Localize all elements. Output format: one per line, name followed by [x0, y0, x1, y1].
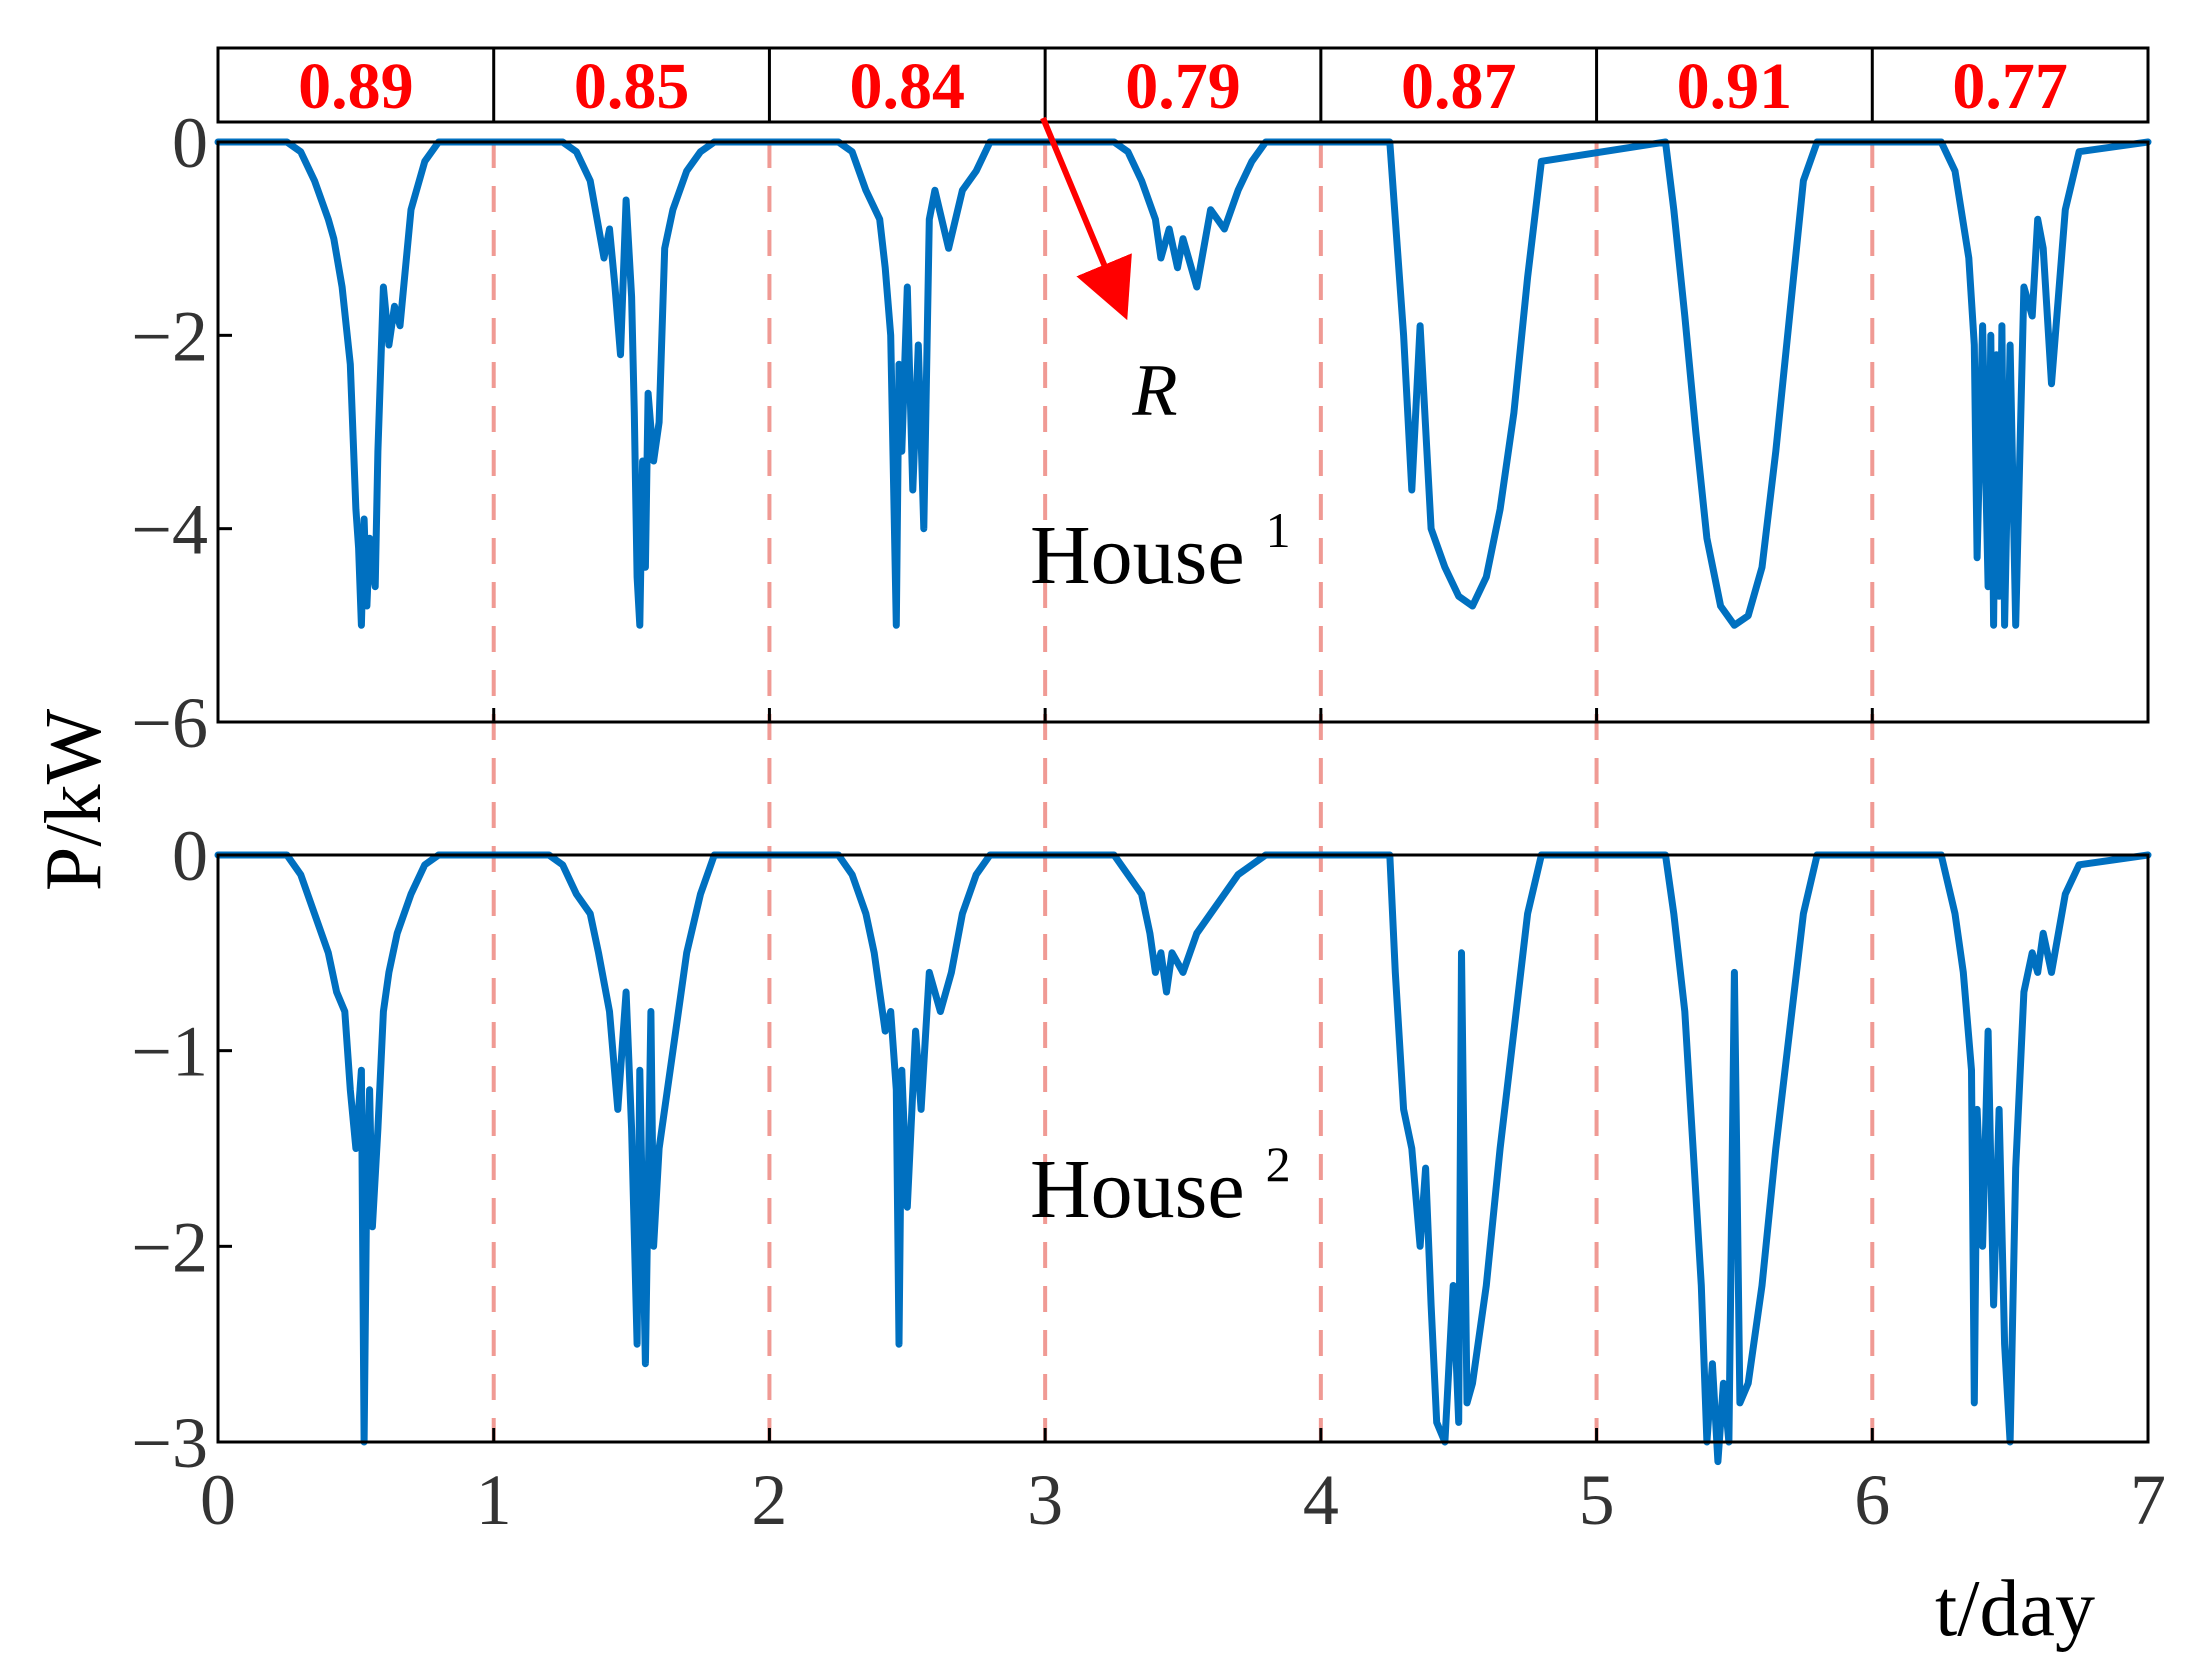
y-tick-label-panel-2: −2 [131, 1207, 208, 1287]
ratio-label-day-1: 0.89 [298, 50, 414, 123]
ratio-label-day-4: 0.79 [1125, 50, 1241, 123]
plot-frame-panel-2 [216, 853, 2150, 1444]
x-tick-label: 5 [1579, 1460, 1615, 1540]
panel-label-house-1-text: House [1030, 509, 1245, 602]
panel-label-house-2-sup: 2 [1266, 1136, 1291, 1192]
series-line-panel-2 [214, 851, 2152, 1466]
ratio-label-day-5: 0.87 [1401, 50, 1517, 123]
x-tick-label: 1 [476, 1460, 512, 1540]
y-tick-label-panel-1: −6 [131, 683, 208, 763]
annotation-R: R [1131, 350, 1177, 432]
day-divider-layer [491, 142, 1875, 1442]
ratio-bar: 0.89 0.85 0.84 0.79 0.87 0.91 0.77 [216, 46, 2150, 124]
panel-label-house-2: House 2 [1030, 1136, 1291, 1236]
x-tick-label: 7 [2130, 1460, 2166, 1540]
y-tick-label-panel-2: 0 [172, 816, 208, 896]
series-layer [214, 138, 2152, 1466]
ratio-label-day-6: 0.91 [1677, 50, 1793, 123]
annotation-arrow [1040, 116, 1132, 321]
x-tick-label: 6 [1854, 1460, 1890, 1540]
x-tick-label: 0 [200, 1460, 236, 1540]
panel-label-house-1-sup: 1 [1266, 502, 1291, 558]
text-layer: P/kW t/day House 1 House 2 R [30, 116, 2095, 1653]
x-tick-label: 3 [1027, 1460, 1063, 1540]
y-tick-label-panel-1: 0 [172, 103, 208, 183]
ratio-label-day-3: 0.84 [850, 50, 966, 123]
plot-frame-panel-1 [216, 140, 2150, 724]
y-tick-label-panel-2: −3 [131, 1403, 208, 1483]
x-axis-title: t/day [1935, 1565, 2095, 1653]
ratio-bar-frame [216, 46, 2150, 124]
y-axis-title: P/kW [30, 708, 118, 891]
x-tick-label: 4 [1303, 1460, 1339, 1540]
y-tick-label-panel-2: −1 [131, 1012, 208, 1092]
series-line-panel-1 [214, 138, 2152, 629]
ratio-label-day-2: 0.85 [574, 50, 690, 123]
panel-label-house-1: House 1 [1030, 502, 1291, 602]
ratio-label-day-7: 0.77 [1952, 50, 2068, 123]
y-tick-label-panel-1: −2 [131, 296, 208, 376]
panel-label-house-2-text: House [1030, 1143, 1245, 1236]
x-tick-label: 2 [751, 1460, 787, 1540]
axes-layer: 0−2−4−60−1−2−30 1 2 3 4 5 6 7 [131, 103, 2166, 1540]
y-tick-label-panel-1: −4 [131, 490, 208, 570]
